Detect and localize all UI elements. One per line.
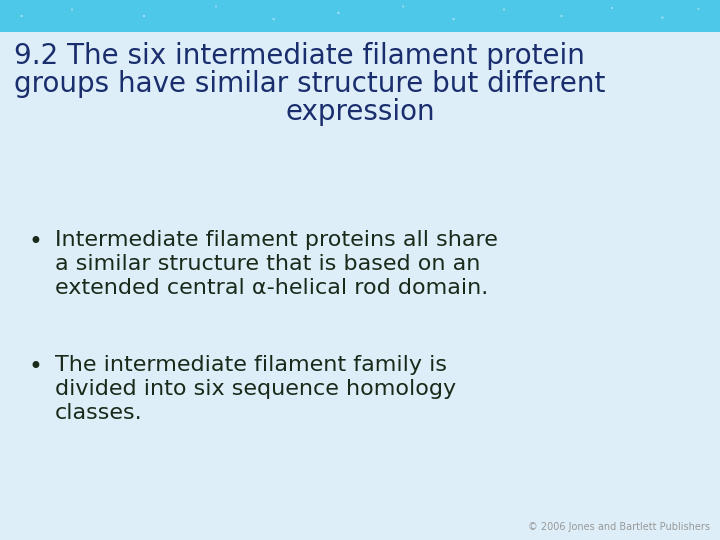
Text: extended central α-helical rod domain.: extended central α-helical rod domain.: [55, 278, 488, 298]
Text: 9.2 The six intermediate filament protein: 9.2 The six intermediate filament protei…: [14, 42, 585, 70]
Text: •: •: [28, 355, 42, 379]
Text: © 2006 Jones and Bartlett Publishers: © 2006 Jones and Bartlett Publishers: [528, 522, 710, 532]
Text: a similar structure that is based on an: a similar structure that is based on an: [55, 254, 480, 274]
Text: divided into six sequence homology: divided into six sequence homology: [55, 379, 456, 399]
Text: classes.: classes.: [55, 403, 143, 423]
Bar: [0, 0, 720, 32]
Text: The intermediate filament family is: The intermediate filament family is: [55, 355, 447, 375]
Text: expression: expression: [285, 98, 435, 126]
Text: Intermediate filament proteins all share: Intermediate filament proteins all share: [55, 230, 498, 250]
Text: groups have similar structure but different: groups have similar structure but differ…: [14, 70, 606, 98]
Text: •: •: [28, 230, 42, 254]
Circle shape: [338, 12, 339, 13]
